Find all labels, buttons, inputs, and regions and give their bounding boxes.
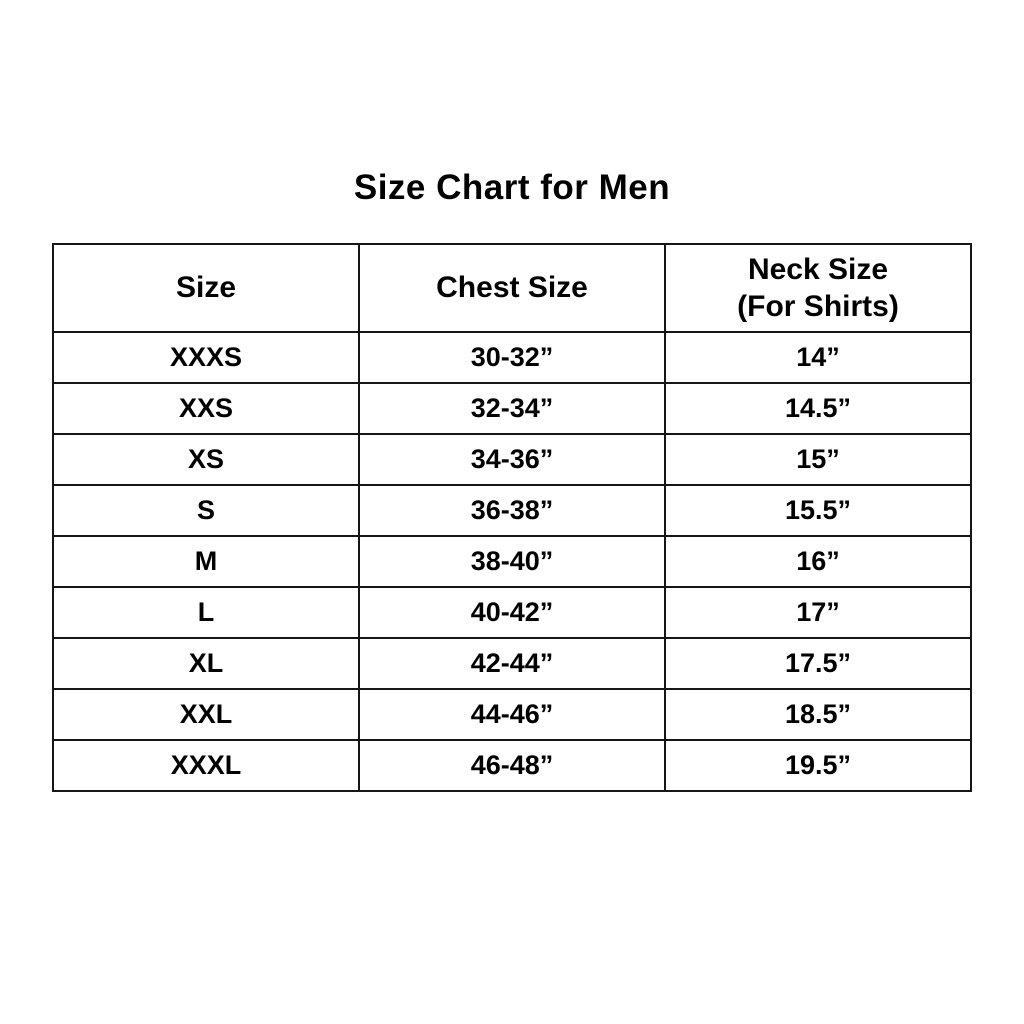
size-chart-table: Size Chest Size Neck Size (For Shirts) X…: [52, 243, 972, 792]
cell-chest: 46-48”: [358, 739, 666, 792]
cell-neck: 14”: [664, 331, 972, 384]
cell-chest: 34-36”: [358, 433, 666, 486]
cell-size: XXL: [52, 688, 360, 741]
cell-neck: 15”: [664, 433, 972, 486]
column-header-neck-size: Neck Size (For Shirts): [664, 243, 972, 333]
cell-size: S: [52, 484, 360, 537]
column-header-neck-size-line1: Neck Size: [747, 252, 889, 286]
cell-neck: 15.5”: [664, 484, 972, 537]
cell-chest: 42-44”: [358, 637, 666, 690]
column-header-size: Size: [52, 243, 360, 333]
cell-chest: 30-32”: [358, 331, 666, 384]
cell-neck: 17.5”: [664, 637, 972, 690]
page-title: Size Chart for Men: [353, 168, 671, 207]
cell-size: XS: [52, 433, 360, 486]
table-row-xl: XL 42-44” 17.5”: [52, 637, 972, 690]
table-row-xxxs: XXXS 30-32” 14”: [52, 331, 972, 384]
cell-chest: 44-46”: [358, 688, 666, 741]
table-row-xs: XS 34-36” 15”: [52, 433, 972, 486]
cell-neck: 16”: [664, 535, 972, 588]
column-header-neck-size-line2: (For Shirts): [737, 290, 899, 323]
table-row-m: M 38-40” 16”: [52, 535, 972, 588]
table-row-l: L 40-42” 17”: [52, 586, 972, 639]
cell-size: XXXS: [52, 331, 360, 384]
header-row: Size Chest Size Neck Size (For Shirts): [52, 243, 972, 333]
cell-chest: 40-42”: [358, 586, 666, 639]
cell-neck: 18.5”: [664, 688, 972, 741]
table-row-xxs: XXS 32-34” 14.5”: [52, 382, 972, 435]
table-row-xxl: XXL 44-46” 18.5”: [52, 688, 972, 741]
cell-neck: 14.5”: [664, 382, 972, 435]
cell-neck: 17”: [664, 586, 972, 639]
column-header-chest-size: Chest Size: [358, 243, 666, 333]
cell-size: M: [52, 535, 360, 588]
cell-chest: 36-38”: [358, 484, 666, 537]
cell-chest: 38-40”: [358, 535, 666, 588]
cell-size: XXS: [52, 382, 360, 435]
cell-size: L: [52, 586, 360, 639]
cell-chest: 32-34”: [358, 382, 666, 435]
table-row-xxxl: XXXL 46-48” 19.5”: [52, 739, 972, 792]
table-row-s: S 36-38” 15.5”: [52, 484, 972, 537]
cell-size: XL: [52, 637, 360, 690]
cell-size: XXXL: [52, 739, 360, 792]
cell-neck: 19.5”: [664, 739, 972, 792]
